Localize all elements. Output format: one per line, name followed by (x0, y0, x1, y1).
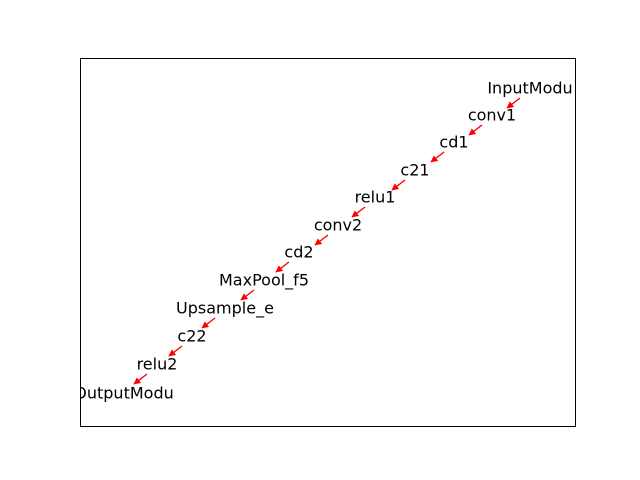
node-label-n4: relu1 (355, 188, 396, 207)
node-label-n1: conv1 (468, 106, 516, 125)
node-label-n7: MaxPool_f5 (219, 271, 309, 291)
plot-frame (80, 58, 576, 427)
edge-arrow-n9-n10 (168, 345, 183, 357)
node-label-n10: relu2 (137, 355, 178, 374)
node-label-n3: c21 (400, 161, 429, 180)
node-label-n11: OutputModu (74, 384, 173, 403)
node-label-n5: conv2 (314, 216, 362, 235)
edge-arrow-n8-n9 (201, 317, 216, 329)
edge-arrow-n1-n2 (468, 124, 483, 136)
edges-layer (133, 97, 521, 385)
edge-arrow-n10-n11 (133, 373, 148, 385)
edge-arrow-n3-n4 (391, 179, 406, 191)
edge-arrow-n0-n1 (506, 97, 521, 109)
node-label-n0: InputModu (487, 79, 572, 98)
node-label-n8: Upsample_e (176, 299, 274, 319)
edge-arrow-n7-n8 (240, 289, 255, 301)
node-label-n6: cd2 (284, 243, 313, 262)
edge-arrow-n4-n5 (351, 206, 366, 218)
edge-arrow-n2-n3 (430, 151, 445, 163)
node-label-n2: cd1 (439, 133, 468, 152)
node-label-n9: c22 (177, 327, 206, 346)
edge-arrow-n5-n6 (314, 234, 329, 246)
edge-arrow-n6-n7 (275, 261, 290, 273)
